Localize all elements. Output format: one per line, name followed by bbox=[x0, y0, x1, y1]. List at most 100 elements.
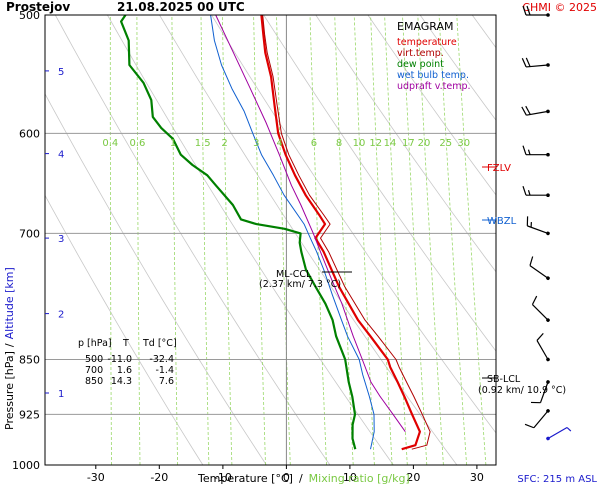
wind-barb-station bbox=[546, 436, 550, 441]
wind-barb-station bbox=[546, 109, 550, 114]
wind-barb-full bbox=[525, 105, 531, 115]
mixing-ratio-line bbox=[417, 15, 444, 465]
plot-background bbox=[45, 15, 496, 465]
mixing-ratio-label: 0.6 bbox=[129, 138, 145, 149]
dry-adiabats bbox=[45, 15, 600, 465]
legend-wet-bulb: wet bulb temp. bbox=[397, 70, 469, 81]
wind-barb-full bbox=[522, 186, 527, 196]
dry-adiabat bbox=[419, 15, 496, 121]
wind-barb-full bbox=[530, 401, 541, 404]
legend-updraft-vtemp: udpraft v.temp. bbox=[397, 81, 471, 92]
mixing-ratio-line bbox=[109, 15, 112, 465]
copyright: CHMI © 2025 bbox=[522, 1, 597, 14]
wind-barb-shaft bbox=[527, 225, 549, 234]
series-temperature bbox=[260, 15, 421, 451]
wind-barb-full bbox=[526, 5, 531, 16]
temperature-tick-label: 20 bbox=[406, 471, 420, 484]
temperature-tick-label: 0 bbox=[283, 471, 290, 484]
wind-barb-shaft bbox=[529, 265, 549, 279]
y-axis-title-sep: / bbox=[3, 343, 16, 347]
legend: EMAGRAM temperature virt.temp. dew point… bbox=[397, 20, 471, 92]
wind-barb bbox=[530, 380, 550, 404]
sfc-elevation: SFC: 215 m ASL bbox=[517, 474, 597, 485]
dry-adiabat bbox=[54, 15, 331, 465]
mixing-ratio-label: 10 bbox=[353, 138, 366, 149]
table-cell: 850 bbox=[85, 376, 103, 387]
wind-barb-full bbox=[531, 295, 538, 305]
sounding-table: p [hPa] T Td [°C] 500 -11.0 -32.4 700 1.… bbox=[78, 338, 177, 387]
ml-ccl-title: ML-CCL bbox=[276, 269, 312, 280]
mixing-ratio-label: 1.5 bbox=[195, 138, 211, 149]
profile-lines bbox=[120, 15, 431, 451]
altitude-tick-label: 5 bbox=[58, 67, 64, 78]
wind-barb bbox=[531, 295, 550, 322]
y-axis-title-altitude: Altitude [km] bbox=[3, 267, 16, 339]
pressure-axis: 500 600 700 850 925 1000 bbox=[12, 9, 40, 472]
table-cell: 1.6 bbox=[117, 365, 132, 376]
mixing-ratio-line bbox=[353, 15, 375, 465]
wind-barb-shaft bbox=[533, 410, 549, 429]
mixing-ratio-label: 17 bbox=[402, 138, 415, 149]
table-cell: -1.4 bbox=[155, 365, 174, 376]
altitude-tick-label: 2 bbox=[58, 310, 64, 321]
mixing-ratio-label: 3 bbox=[253, 138, 259, 149]
dry-adiabat bbox=[159, 15, 458, 465]
dry-adiabat bbox=[576, 15, 600, 465]
mixing-ratio-line bbox=[456, 15, 487, 465]
wind-barb-half bbox=[527, 149, 531, 155]
mixing-ratio-line bbox=[222, 15, 233, 465]
wbzl-marker: WBZL bbox=[482, 216, 517, 227]
table-cell: -32.4 bbox=[149, 354, 174, 365]
mixing-ratio-line bbox=[253, 15, 266, 465]
sb-lcl-detail: (0.92 km/ 10.9 °C) bbox=[478, 385, 566, 396]
wind-barb bbox=[521, 57, 550, 68]
wind-barb-full bbox=[536, 332, 544, 341]
mixing-ratio-label: 8 bbox=[336, 138, 342, 149]
mixing-ratio-line bbox=[136, 15, 141, 465]
mixing-ratio-labels: 0.4 0.6 1 1.5 2 3 4 6 8 10 12 14 17 20 25 30 bbox=[102, 138, 470, 149]
wind-barb-station bbox=[546, 13, 550, 17]
dry-adiabat bbox=[524, 15, 600, 465]
temperature-axis: -30 -20 -10 0 10 20 30 bbox=[87, 465, 484, 484]
wbzl-label: WBZL bbox=[487, 216, 517, 227]
table-cell: 14.3 bbox=[111, 376, 132, 387]
mixing-ratio-line bbox=[334, 15, 354, 465]
mixing-ratio-label: 2 bbox=[221, 138, 227, 149]
wind-barb-shaft bbox=[536, 340, 549, 360]
mixing-ratio-label: 6 bbox=[311, 138, 317, 149]
table-header-t: T bbox=[122, 338, 129, 349]
legend-temperature: temperature bbox=[397, 37, 457, 48]
mixing-ratio-line bbox=[309, 15, 327, 465]
wind-barb-full bbox=[525, 57, 531, 67]
pressure-tick-label: 500 bbox=[19, 9, 40, 22]
temperature-tick-label: -20 bbox=[150, 471, 168, 484]
wind-barb-full bbox=[522, 145, 527, 155]
wind-barb bbox=[522, 5, 550, 17]
series-dew-point bbox=[120, 15, 357, 450]
wind-barb-full bbox=[522, 5, 527, 16]
wind-barb-station bbox=[546, 409, 550, 413]
fzlv-label: FZLV bbox=[487, 163, 511, 174]
table-header-td: Td [°C] bbox=[142, 338, 177, 349]
mixing-ratio-label: 20 bbox=[418, 138, 431, 149]
table-cell: 700 bbox=[85, 365, 103, 376]
plot-frame bbox=[44, 14, 497, 466]
wind-barb bbox=[536, 332, 550, 362]
x-axis-title-mix: Mixing ratio [g/kg] bbox=[309, 472, 410, 485]
y-axis-title-pressure: Pressure [hPa] bbox=[3, 351, 16, 430]
wind-barb-full bbox=[524, 423, 535, 429]
wind-barb-full bbox=[521, 106, 527, 116]
fzlv-marker: FZLV bbox=[482, 163, 511, 174]
mixing-ratio-line bbox=[171, 15, 178, 465]
wind-barb-station bbox=[546, 380, 550, 384]
series-virt-temp bbox=[262, 15, 431, 450]
wind-barb-shaft bbox=[539, 381, 549, 403]
pressure-tick-label: 850 bbox=[19, 354, 40, 367]
mixing-ratio-line bbox=[384, 15, 408, 465]
mixing-ratio-line bbox=[276, 15, 291, 465]
table-cell: 500 bbox=[85, 354, 103, 365]
wind-barb-full bbox=[526, 216, 529, 226]
dry-adiabat bbox=[367, 15, 496, 196]
mixing-ratio-label: 25 bbox=[439, 138, 452, 149]
